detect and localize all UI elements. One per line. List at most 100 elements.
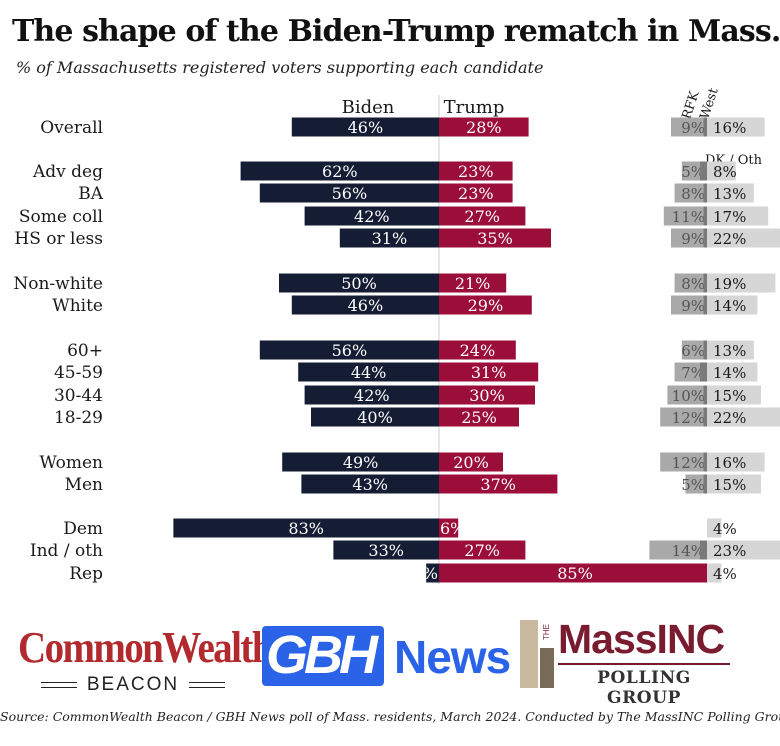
category-label: White — [52, 296, 103, 316]
value-label-dk-oth: 13% — [713, 185, 746, 203]
bar-trump — [439, 161, 513, 181]
value-label-biden: 44% — [351, 363, 387, 382]
category-label: Overall — [40, 118, 103, 138]
bar-dk-oth — [707, 273, 776, 293]
value-label-dk-oth: 16% — [713, 454, 746, 472]
bar-trump — [439, 228, 551, 248]
value-label-rfk: 7% — [681, 364, 705, 382]
bar-dk-oth — [707, 563, 722, 583]
bar-rfk — [674, 183, 704, 203]
header-west: West — [698, 86, 722, 122]
commonwealth-logo-name: CommonWealth — [18, 622, 273, 673]
bar-trump — [439, 407, 519, 427]
value-label-dk-oth: 14% — [713, 364, 746, 382]
value-label-dk-oth: 17% — [713, 208, 746, 226]
value-label-trump: 27% — [464, 541, 500, 560]
bar-rfk — [681, 340, 704, 360]
commonwealth-beacon-logo: CommonWealth BEACON — [18, 622, 273, 696]
header-biden: Biden — [342, 97, 395, 118]
value-label-dk-oth: 8% — [713, 163, 737, 181]
value-label-rfk: 9% — [681, 119, 705, 137]
category-label: 18-29 — [54, 408, 103, 428]
massinc-logo-bar — [520, 620, 538, 688]
category-label: BA — [78, 184, 103, 204]
value-label-trump: 24% — [460, 341, 496, 360]
bar-west — [699, 161, 707, 181]
bar-west — [699, 362, 707, 382]
category-label: Non-white — [13, 274, 103, 294]
header-trump: Trump — [444, 97, 505, 118]
value-label-biden: 46% — [348, 118, 384, 137]
bar-biden — [311, 407, 439, 427]
bar-rfk — [667, 385, 704, 405]
bar-trump — [439, 540, 526, 560]
value-label-biden: 40% — [357, 408, 393, 427]
bar-dk-oth — [707, 540, 780, 560]
value-label-biden: 33% — [368, 541, 404, 560]
value-label-rfk: 12% — [672, 454, 705, 472]
gbh-news-logo: GBH News — [262, 622, 512, 692]
massinc-logo-sub: POLLING GROUP — [597, 668, 691, 708]
bar-biden — [173, 518, 439, 538]
value-label-biden: 56% — [332, 341, 368, 360]
category-label: Some coll — [19, 207, 103, 227]
category-label: Ind / oth — [30, 541, 103, 561]
bar-west — [703, 273, 707, 293]
bar-dk-oth — [707, 474, 761, 494]
value-label-rfk: 8% — [681, 275, 705, 293]
value-label-rfk: 12% — [672, 409, 705, 427]
bar-west — [703, 206, 707, 226]
bar-dk-oth — [707, 295, 758, 315]
value-label-trump: 29% — [468, 296, 504, 315]
bar-rfk — [685, 474, 704, 494]
bar-dk-oth — [707, 161, 736, 181]
massinc-logo: THE MassINC POLLING GROUP — [520, 616, 740, 708]
bar-rfk — [663, 206, 704, 226]
value-label-trump: 85% — [557, 564, 593, 583]
bar-rfk — [671, 295, 704, 315]
value-label-rfk: 10% — [672, 387, 705, 405]
value-label-dk-oth: 15% — [713, 387, 746, 405]
massinc-logo-name: MassINC — [558, 616, 725, 662]
bar-trump — [439, 385, 535, 405]
value-label-trump: 23% — [458, 184, 494, 203]
bar-biden — [240, 161, 439, 181]
value-label-rfk: 8% — [681, 185, 705, 203]
bar-biden — [333, 540, 439, 560]
bar-trump — [439, 295, 532, 315]
bar-rfk — [674, 273, 704, 293]
category-label: 30-44 — [54, 386, 103, 406]
bar-biden — [304, 385, 439, 405]
bar-rfk — [674, 362, 700, 382]
value-label-trump: 37% — [480, 475, 516, 494]
value-label-dk-oth: 22% — [713, 230, 746, 248]
category-label: Men — [65, 475, 103, 495]
value-label-biden: 62% — [322, 162, 358, 181]
bar-biden — [282, 452, 439, 472]
bar-biden — [279, 273, 439, 293]
bar-dk-oth — [707, 340, 754, 360]
value-label-trump: 30% — [469, 386, 505, 405]
bar-trump — [439, 474, 558, 494]
value-label-dk-oth: 4% — [713, 520, 737, 538]
bar-biden — [304, 206, 439, 226]
value-label-rfk: 5% — [681, 476, 705, 494]
bar-west — [699, 540, 707, 560]
bar-west — [703, 183, 707, 203]
value-label-dk-oth: 23% — [713, 542, 746, 560]
category-label: Women — [39, 453, 103, 473]
category-label: Rep — [69, 564, 103, 584]
massinc-logo-rule — [558, 663, 730, 665]
bar-west — [703, 340, 707, 360]
logo-rule-right — [189, 682, 226, 688]
bar-trump — [439, 183, 513, 203]
value-label-rfk: 9% — [681, 230, 705, 248]
source-note: Source: CommonWealth Beacon / GBH News p… — [0, 709, 780, 724]
bar-rfk — [671, 117, 704, 137]
value-label-trump: 25% — [461, 408, 497, 427]
value-label-dk-oth: 4% — [713, 565, 737, 583]
bar-west — [703, 117, 707, 137]
category-label: 60+ — [67, 341, 103, 361]
value-label-trump: 23% — [458, 162, 494, 181]
bar-biden — [339, 228, 439, 248]
